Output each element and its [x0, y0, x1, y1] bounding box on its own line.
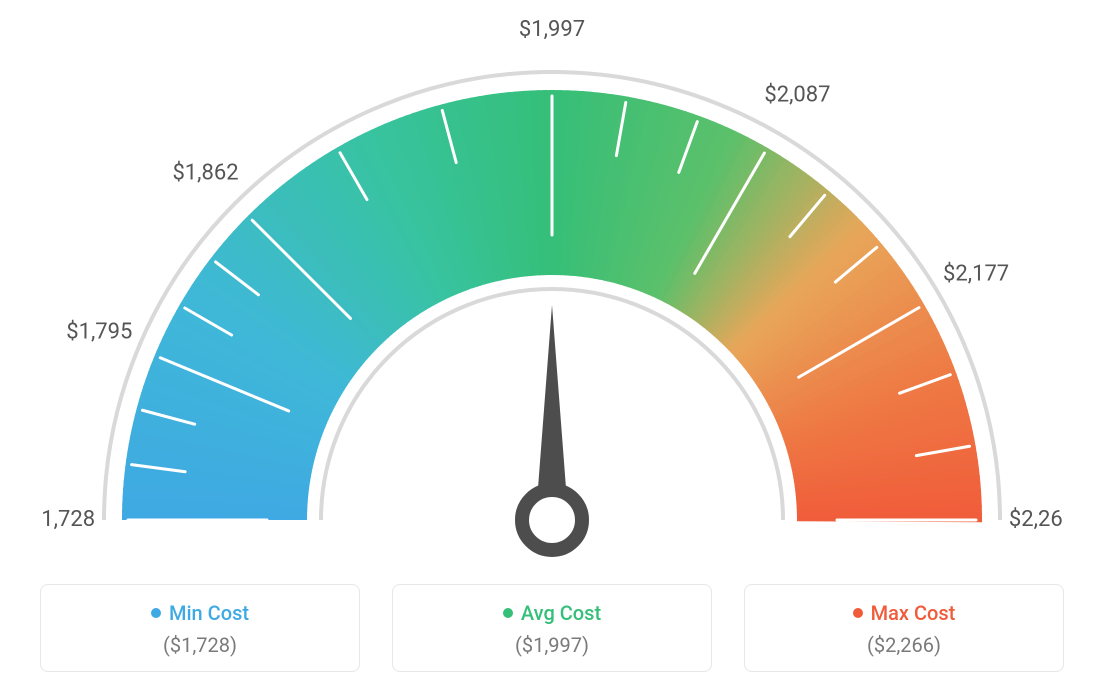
legend-card-avg: Avg Cost ($1,997): [392, 584, 712, 672]
legend-title-text: Avg Cost: [521, 601, 601, 625]
tick-label: $2,177: [943, 261, 1009, 286]
tick-label: $1,997: [519, 20, 585, 42]
tick-label: $1,862: [172, 160, 238, 185]
legend-value: ($1,997): [413, 633, 691, 657]
legend-dot-icon: [853, 608, 863, 618]
legend-title: Avg Cost: [503, 601, 601, 625]
needle-hub: [522, 490, 582, 550]
legend-card-min: Min Cost ($1,728): [40, 584, 360, 672]
legend-value: ($2,266): [765, 633, 1043, 657]
legend-dot-icon: [151, 608, 161, 618]
legend-card-max: Max Cost ($2,266): [744, 584, 1064, 672]
tick-label: $1,728: [40, 507, 95, 532]
tick-label: $2,087: [764, 83, 830, 108]
legend-row: Min Cost ($1,728) Avg Cost ($1,997) Max Cost…: [40, 584, 1064, 672]
tick-label: $1,795: [66, 319, 132, 344]
legend-title-text: Min Cost: [169, 601, 249, 625]
legend-title: Min Cost: [151, 601, 249, 625]
gauge-svg: $1,728 $1,795 $1,862 $1,997 $2,087 $2,177 $2,2…: [40, 20, 1064, 560]
legend-title: Max Cost: [853, 601, 956, 625]
legend-value: ($1,728): [61, 633, 339, 657]
tick-label: $2,266: [1009, 507, 1064, 532]
legend-dot-icon: [503, 608, 513, 618]
legend-title-text: Max Cost: [871, 601, 956, 625]
cost-gauge-chart: $1,728 $1,795 $1,862 $1,997 $2,087 $2,177 $2,2…: [40, 20, 1064, 672]
